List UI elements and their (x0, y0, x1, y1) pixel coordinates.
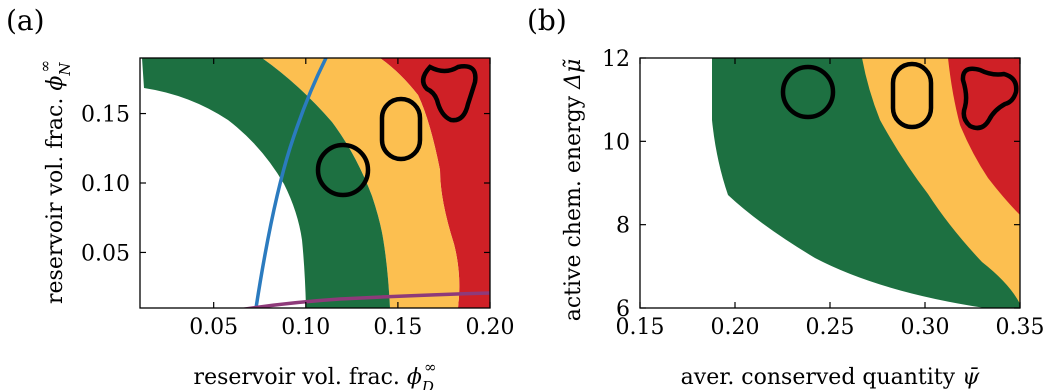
ytick-label: 0.10 (81, 172, 130, 197)
panel-b-ylabel: active chem. energy Δμ̃ (561, 59, 586, 322)
xtick-label: 0.20 (466, 315, 515, 340)
ytick-label: 8 (616, 214, 630, 239)
droplet-b-elongated (890, 61, 934, 130)
panel-b: (b) 0.15 0.20 0.25 0.30 0.35 6 8 10 12 aver. con… (527, 4, 1044, 390)
panel-a-label: (a) (6, 4, 45, 37)
droplet-a-three-lobed (420, 64, 478, 123)
xtick-label: 0.20 (711, 315, 760, 340)
ytick-label: 0.05 (81, 241, 130, 266)
xtick-label: 0.30 (901, 315, 950, 340)
ytick-label: 0.15 (81, 103, 130, 128)
droplet-a-round (315, 142, 371, 198)
panel-b-ticks: 0.15 0.20 0.25 0.30 0.35 6 8 10 12 (602, 47, 1044, 340)
xtick-label: 0.25 (806, 315, 855, 340)
panel-a-xlabel: reservoir vol. frac. ϕD∞ (194, 358, 437, 390)
panel-b-label: (b) (527, 4, 567, 37)
panel-a-ylabel: reservoir vol. frac. ϕN∞ (36, 60, 74, 304)
ytick-label: 10 (602, 130, 630, 155)
line-a-purple (240, 291, 490, 308)
xtick-label: 0.15 (373, 315, 422, 340)
xtick-label: 0.05 (189, 315, 238, 340)
xtick-label: 0.15 (616, 315, 665, 340)
xtick-label: 0.35 (996, 315, 1045, 340)
xtick-label: 0.10 (281, 315, 330, 340)
region-a-green (142, 58, 390, 308)
droplet-b-round (780, 64, 836, 120)
panel-a: (a) 0.05 0.10 0.15 0.20 0.05 0.10 0.15 reservo… (6, 4, 514, 390)
region-a-red (380, 58, 490, 308)
panel-b-xlabel: aver. conserved quantity ψ̄ (681, 365, 980, 390)
droplet-a-elongated (379, 96, 423, 162)
droplet-b-three-lobed (960, 66, 1019, 131)
region-a-yellow (262, 58, 460, 308)
panel-a-ticks: 0.05 0.10 0.15 0.20 0.05 0.10 0.15 (81, 58, 514, 340)
line-a-blue (254, 58, 328, 308)
panel-b-plot-area (640, 58, 1020, 308)
panel-a-plot-area (140, 58, 490, 308)
ytick-label: 12 (602, 47, 630, 72)
ytick-label: 6 (616, 297, 630, 322)
